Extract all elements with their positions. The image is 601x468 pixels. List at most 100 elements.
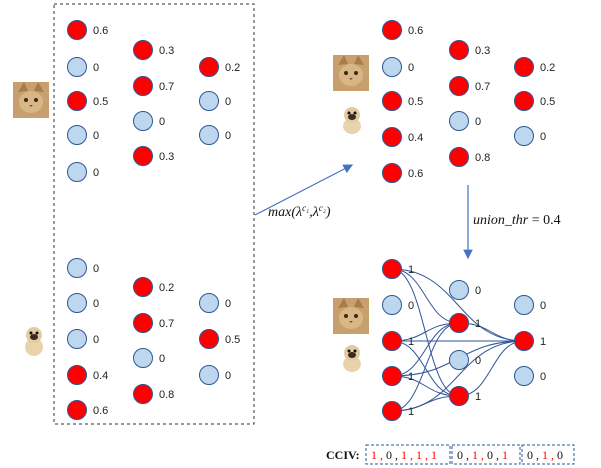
left-panel-cat-block-value: 0	[225, 96, 231, 108]
cciv-bit: 0 ,	[527, 448, 542, 462]
left-panel-cat-block-value: 0	[225, 130, 231, 142]
cat-photo-icon	[13, 82, 49, 118]
top-right-value: 0.5	[408, 96, 423, 108]
bottom-right-node	[450, 314, 469, 333]
bottom-right-node	[450, 351, 469, 370]
cciv-label: CCIV:	[326, 448, 360, 462]
cciv-group-values: 0 , 1 , 0	[527, 448, 563, 462]
top-right-node	[450, 112, 469, 131]
cat-photo-icon	[333, 55, 369, 91]
bottom-right-value: 0	[408, 300, 414, 312]
bottom-right-value: 1	[475, 391, 481, 403]
top-right-node	[383, 92, 402, 111]
left-panel-dog-block-value: 0.7	[159, 318, 174, 330]
left-panel-dog-block-node	[134, 314, 153, 333]
neuron-nodes	[68, 21, 534, 421]
left-panel-dog-block-node	[68, 366, 87, 385]
top-right-value: 0.8	[475, 152, 490, 164]
top-right-value: 0	[540, 131, 546, 143]
bottom-right-value: 0	[540, 371, 546, 383]
pug-photo-icon	[22, 325, 46, 357]
top-right-node	[450, 41, 469, 60]
max-label-sup2: c₂	[319, 203, 326, 213]
cciv-bit: 0 ,	[386, 448, 401, 462]
left-panel-dog-block-node	[200, 366, 219, 385]
bottom-right-value: 1	[475, 318, 481, 330]
cciv-bit: 1 ,	[542, 448, 557, 462]
left-panel-dog-block-value: 0	[93, 298, 99, 310]
bottom-right-value: 1	[540, 336, 546, 348]
top-right-node	[383, 128, 402, 147]
top-right-value: 0.6	[408, 168, 423, 180]
cciv-group-values: 1 , 0 , 1 , 1 , 1	[371, 448, 437, 462]
union-edge	[392, 376, 459, 396]
left-panel-cat-block-value: 0.7	[159, 81, 174, 93]
left-panel-dog-block-value: 0.6	[93, 405, 108, 417]
top-right-node	[515, 92, 534, 111]
top-right-value: 0.2	[540, 62, 555, 74]
left-panel-dog-block-value: 0.2	[159, 282, 174, 294]
left-panel-cat-block-value: 0	[159, 116, 165, 128]
cciv-bit: 1	[502, 448, 508, 462]
left-panel-dog-block-node	[68, 259, 87, 278]
max-label-sep: ,λ	[309, 205, 319, 220]
bottom-right-node	[383, 260, 402, 279]
left-panel-dog-block-value: 0	[93, 334, 99, 346]
top-right-value: 0	[408, 62, 414, 74]
bottom-right-node	[515, 296, 534, 315]
threshold-eq: =	[528, 213, 543, 228]
left-panel-dog-block-node	[200, 294, 219, 313]
left-panel-dog-block-node	[200, 330, 219, 349]
max-label-fn: max(λ	[268, 205, 302, 220]
left-panel-cat-block-value: 0.2	[225, 62, 240, 74]
top-right-node	[450, 77, 469, 96]
top-right-node	[515, 127, 534, 146]
left-panel-dog-block-node	[134, 349, 153, 368]
left-panel-dog-block-value: 0.4	[93, 370, 108, 382]
pug-photo-icon	[340, 343, 364, 373]
left-panel-dog-block-value: 0	[159, 353, 165, 365]
bottom-right-node	[383, 402, 402, 421]
cciv-bit: 0 ,	[487, 448, 502, 462]
max-label: max(λc₁,λc₂)	[268, 203, 331, 220]
left-panel-cat-block-node	[134, 147, 153, 166]
bottom-right-value: 0	[540, 300, 546, 312]
cciv-bit: 1 ,	[416, 448, 431, 462]
top-right-value: 0.4	[408, 132, 423, 144]
left-panel-cat-block-value: 0	[93, 167, 99, 179]
left-panel-cat-block-value: 0	[93, 62, 99, 74]
bottom-right-node	[515, 367, 534, 386]
left-panel-dog-block-node	[68, 330, 87, 349]
bottom-right-node	[383, 367, 402, 386]
top-right-node	[383, 21, 402, 40]
left-panel-cat-block-value: 0.3	[159, 45, 174, 57]
bottom-right-value: 1	[408, 264, 414, 276]
left-panel-dog-block-value: 0	[225, 298, 231, 310]
left-panel-cat-block-node	[68, 126, 87, 145]
union-edge	[459, 341, 524, 396]
cciv-bit: 0	[557, 448, 563, 462]
cciv-vector: CCIV: 1 , 0 , 1 , 1 , 10 , 1 , 0 , 10 , …	[326, 445, 574, 464]
threshold-label: union_thr = 0.4	[473, 213, 561, 228]
left-panel-cat-block-node	[200, 58, 219, 77]
bottom-right-node	[515, 332, 534, 351]
left-panel-dog-block-node	[134, 385, 153, 404]
cciv-group-values: 0 , 1 , 0 , 1	[457, 448, 508, 462]
top-right-value: 0.5	[540, 96, 555, 108]
left-panel-cat-block-value: 0.6	[93, 25, 108, 37]
left-panel-cat-block-node	[68, 58, 87, 77]
left-panel-cat-block-value: 0	[93, 130, 99, 142]
max-label-close: )	[325, 205, 331, 220]
left-panel-dog-block-value: 0.8	[159, 389, 174, 401]
union-edge	[392, 323, 459, 411]
cciv-bit: 1 ,	[401, 448, 416, 462]
pug-photo-icon	[340, 105, 364, 135]
left-panel-dog-block-node	[68, 294, 87, 313]
cciv-bit: 0 ,	[457, 448, 472, 462]
left-panel-cat-block-node	[134, 112, 153, 131]
top-right-value: 0	[475, 116, 481, 128]
cciv-bit: 1	[431, 448, 437, 462]
cciv-bit: 1 ,	[472, 448, 487, 462]
left-panel-cat-block-node	[68, 21, 87, 40]
